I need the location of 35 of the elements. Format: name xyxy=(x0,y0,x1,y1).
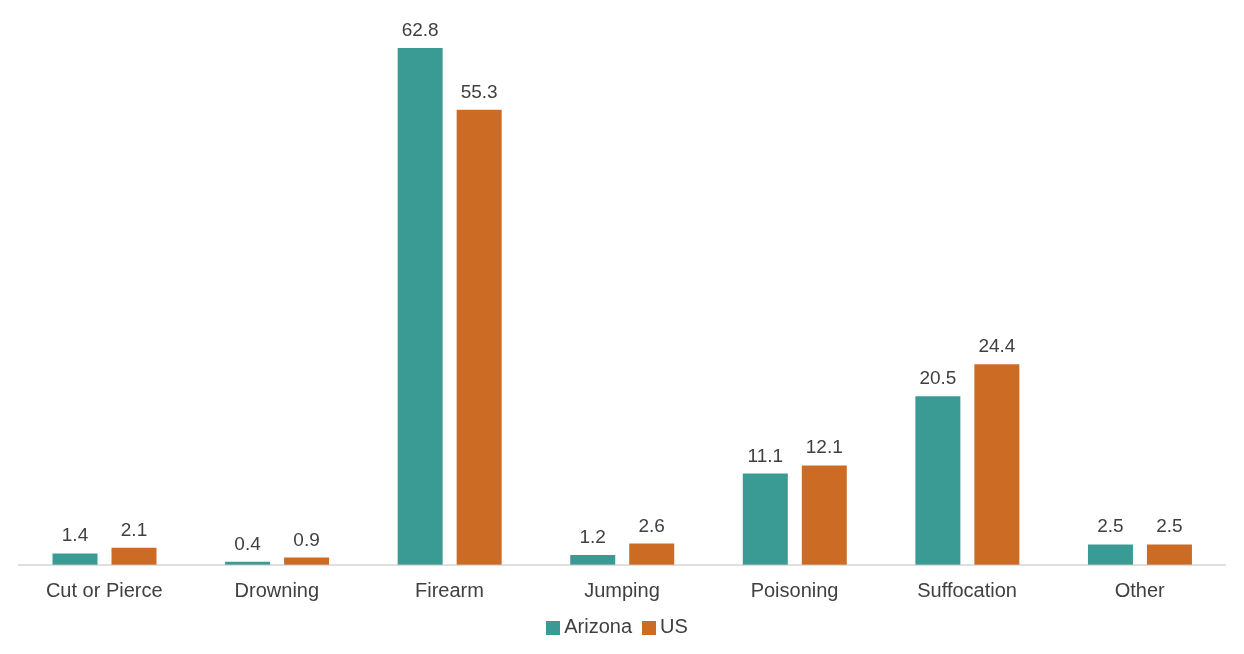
data-label: 0.4 xyxy=(234,532,262,554)
data-label: 2.6 xyxy=(638,514,665,536)
bar xyxy=(456,109,502,565)
x-tick-label: Cut or Pierce xyxy=(45,579,163,602)
bar xyxy=(52,553,98,565)
bar xyxy=(974,364,1020,565)
bar xyxy=(629,543,675,565)
bar xyxy=(1146,544,1192,565)
bar xyxy=(742,473,788,565)
data-label: 1.2 xyxy=(579,526,606,548)
bar xyxy=(111,547,157,565)
data-label: 12.1 xyxy=(805,436,843,458)
data-label: 2.5 xyxy=(1097,515,1124,537)
data-label: 62.8 xyxy=(401,19,439,40)
bar xyxy=(1087,544,1133,565)
x-tick-label: Poisoning xyxy=(750,579,839,602)
data-label: 0.9 xyxy=(293,528,320,550)
x-tick-label: Jumping xyxy=(584,579,660,602)
data-label: 24.4 xyxy=(978,335,1016,357)
bar xyxy=(915,396,961,565)
x-tick-label: Firearm xyxy=(414,579,484,602)
data-label: 20.5 xyxy=(919,367,957,389)
x-tick-label: Other xyxy=(1114,579,1166,602)
legend-label: US xyxy=(660,615,688,637)
data-label: 55.3 xyxy=(460,80,498,102)
data-label: 1.4 xyxy=(61,524,89,546)
data-label: 11.1 xyxy=(747,444,784,466)
x-tick-label: Suffocation xyxy=(917,579,1017,602)
bar xyxy=(570,555,616,565)
bar xyxy=(801,465,847,565)
data-label: 2.5 xyxy=(1156,515,1183,537)
bar xyxy=(397,48,443,565)
x-tick-label: Drowning xyxy=(234,579,320,602)
data-label: 2.1 xyxy=(120,518,148,540)
legend-label: Arizona xyxy=(564,615,632,637)
